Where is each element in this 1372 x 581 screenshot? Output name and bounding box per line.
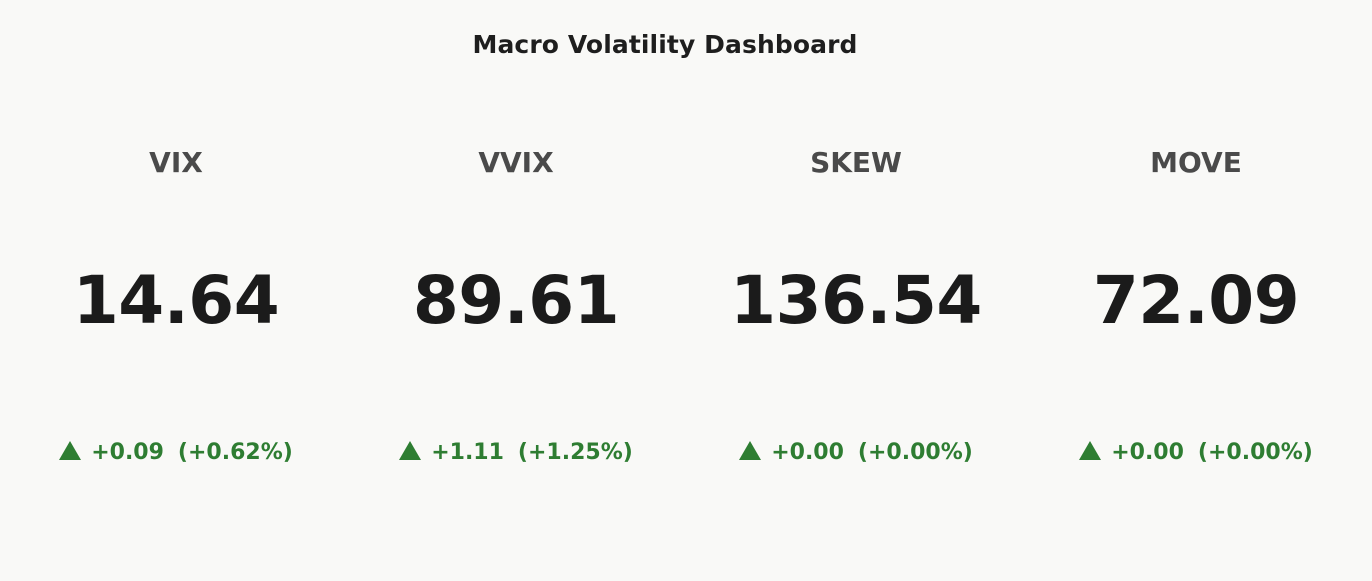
triangle-up-icon <box>1079 441 1102 460</box>
indicator-value: 14.64 <box>72 262 280 339</box>
indicator-change: +0.00 (+0.00%) <box>686 440 1026 465</box>
indicator-name: VVIX <box>478 146 554 179</box>
indicator-name: MOVE <box>1150 146 1242 179</box>
indicator-name: VIX <box>149 146 203 179</box>
change-amount: +0.09 <box>91 440 164 465</box>
indicator-change: +1.11 (+1.25%) <box>346 440 686 465</box>
page-title: Macro Volatility Dashboard <box>472 30 858 59</box>
indicator-change: +0.00 (+0.00%) <box>1026 440 1366 465</box>
indicator-tile-skew: SKEW 136.54 +0.00 (+0.00%) <box>686 0 1026 581</box>
indicator-change: +0.09 (+0.62%) <box>6 440 346 465</box>
change-percent: (+0.62%) <box>177 440 293 465</box>
indicator-value: 72.09 <box>1092 262 1300 339</box>
indicator-tile-vvix: VVIX 89.61 +1.11 (+1.25%) <box>346 0 686 581</box>
change-percent: (+0.00%) <box>857 440 973 465</box>
change-percent: (+1.25%) <box>517 440 633 465</box>
triangle-up-icon <box>59 441 82 460</box>
change-amount: +0.00 <box>771 440 844 465</box>
triangle-up-icon <box>739 441 762 460</box>
change-amount: +1.11 <box>431 440 504 465</box>
change-amount: +0.00 <box>1111 440 1184 465</box>
triangle-up-icon <box>399 441 422 460</box>
indicator-value: 136.54 <box>730 262 982 339</box>
indicator-value: 89.61 <box>412 262 620 339</box>
indicator-tile-move: MOVE 72.09 +0.00 (+0.00%) <box>1026 0 1366 581</box>
indicator-tile-vix: VIX 14.64 +0.09 (+0.62%) <box>6 0 346 581</box>
indicator-name: SKEW <box>810 146 902 179</box>
change-percent: (+0.00%) <box>1197 440 1313 465</box>
